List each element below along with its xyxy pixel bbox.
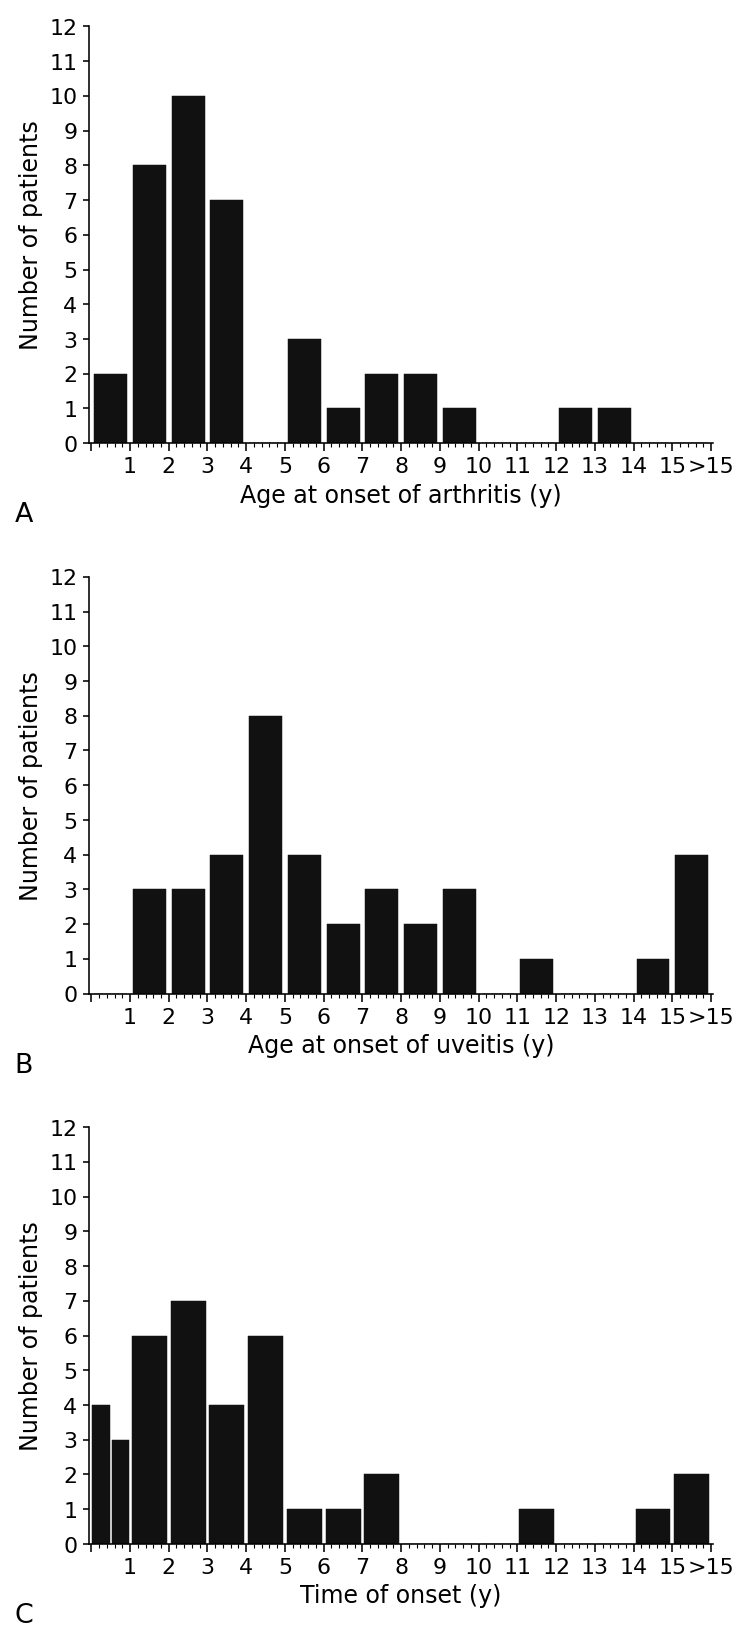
Bar [172, 97, 204, 443]
Bar [443, 889, 475, 994]
Bar [404, 374, 437, 443]
Bar [364, 1475, 399, 1544]
Bar [288, 340, 321, 443]
Bar [443, 409, 475, 443]
Text: C: C [14, 1602, 33, 1628]
Bar [519, 1510, 553, 1544]
Bar [520, 958, 553, 994]
Bar [209, 1405, 244, 1544]
Bar [94, 374, 127, 443]
X-axis label: Time of onset (y): Time of onset (y) [300, 1584, 501, 1608]
Bar [249, 715, 282, 994]
Bar [365, 889, 398, 994]
Bar [288, 855, 321, 994]
Bar [365, 374, 398, 443]
Bar [172, 889, 204, 994]
Bar [111, 1439, 129, 1544]
Bar [636, 958, 669, 994]
Text: B: B [14, 1052, 33, 1078]
Bar [92, 1405, 110, 1544]
X-axis label: Age at onset of uveitis (y): Age at onset of uveitis (y) [248, 1034, 554, 1057]
Bar [675, 855, 708, 994]
Bar [133, 889, 166, 994]
Bar [635, 1510, 670, 1544]
Bar [210, 200, 243, 443]
X-axis label: Age at onset of arthritis (y): Age at onset of arthritis (y) [240, 484, 562, 507]
Bar [326, 924, 359, 994]
Bar [133, 166, 166, 443]
Bar [326, 409, 359, 443]
Bar [132, 1336, 166, 1544]
Y-axis label: Number of patients: Number of patients [19, 120, 43, 350]
Bar [559, 409, 592, 443]
Bar [248, 1336, 283, 1544]
Bar [325, 1510, 360, 1544]
Bar [404, 924, 437, 994]
Bar [674, 1475, 709, 1544]
Bar [597, 409, 630, 443]
Bar [210, 855, 243, 994]
Y-axis label: Number of patients: Number of patients [19, 671, 43, 901]
Bar [287, 1510, 322, 1544]
Y-axis label: Number of patients: Number of patients [19, 1221, 43, 1451]
Text: A: A [14, 502, 33, 528]
Bar [171, 1301, 206, 1544]
